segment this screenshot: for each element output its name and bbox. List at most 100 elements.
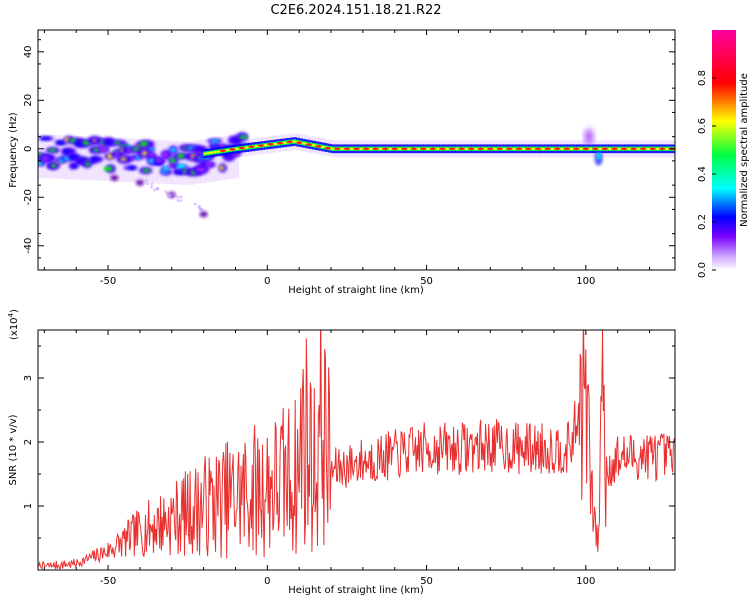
heatmap-cell (84, 162, 91, 167)
heatmap-cell (229, 147, 236, 151)
heatmap-cell (225, 149, 230, 152)
colorbar-gradient (712, 30, 736, 270)
heatmap-cell (550, 147, 555, 150)
heatmap-cell (219, 149, 226, 153)
heatmap-cell (401, 147, 408, 151)
heatmap-cell (193, 202, 197, 206)
heatmap-cell (38, 161, 43, 166)
heatmap-cell (199, 207, 203, 211)
heatmap-cell (296, 141, 303, 145)
heatmap-cell (164, 190, 168, 194)
heatmap-cell (177, 153, 186, 159)
colorbar-label: Normalized spectral amplitude (739, 73, 750, 227)
heatmap-cell (51, 163, 57, 168)
heatmap-cell (153, 188, 157, 192)
heatmap-cell (245, 146, 249, 149)
heatmap-cell (397, 147, 402, 150)
heatmap-cell (496, 147, 503, 151)
heatmap-cell (554, 147, 561, 151)
heatmap-cell (63, 149, 70, 154)
heatmap-cell (483, 147, 488, 150)
heatmap-cell (582, 147, 589, 151)
heatmap-cell (254, 145, 259, 148)
heatmap-cell (286, 140, 293, 144)
heatmap-cell (334, 147, 341, 151)
y-tick-label: 20 (23, 94, 34, 107)
heatmap-cell (630, 147, 637, 151)
heatmap-cell (238, 146, 245, 150)
heatmap-cell (350, 147, 354, 150)
heatmap-cell (214, 137, 220, 182)
heatmap-cell (143, 139, 149, 183)
colorbar-tick-label: 0.8 (697, 70, 708, 86)
heatmap-cell (324, 146, 331, 150)
heatmap-cell (407, 147, 412, 150)
heatmap-cell (113, 141, 122, 145)
heatmap-cell (216, 150, 221, 153)
y-tick-label: 3 (23, 375, 34, 381)
heatmap-cell (181, 141, 187, 185)
heatmap-cell (206, 152, 211, 155)
heatmap-tail-point (110, 174, 119, 181)
heatmap-cell (161, 166, 170, 171)
heatmap-cell (160, 170, 169, 174)
heatmap-cell (659, 147, 666, 151)
heatmap-cell (155, 187, 159, 191)
heatmap-cell (176, 198, 180, 202)
heatmap-cell (238, 135, 248, 139)
heatmap-cell (209, 138, 216, 182)
heatmap-cell (522, 147, 526, 150)
snr-series-line (38, 330, 675, 570)
snr-panel: -50 0 50 100 1 2 3 Height of straight line (km… (7, 309, 676, 596)
heatmap-cell (145, 182, 149, 186)
heatmap-cell (219, 136, 225, 181)
snr-x-axis-title: Height of straight line (km) (288, 585, 424, 596)
heatmap-cell (128, 166, 136, 170)
y-tick-label: 0 (23, 146, 34, 152)
heatmap-cell (92, 139, 97, 142)
heatmap-cell (169, 193, 173, 197)
heatmap-cell (579, 147, 584, 150)
heatmap-cell (277, 141, 284, 145)
snr-frame (37, 329, 676, 571)
colorbar: 0.0 0.2 0.4 0.6 0.8 Normalized spectral ampl… (697, 30, 750, 278)
heatmap-cell (142, 168, 150, 173)
x-tick-label: 50 (420, 576, 433, 587)
colorbar-tick-label: 0.0 (697, 262, 708, 278)
heatmap-cell (159, 152, 170, 157)
heatmap-cell (584, 128, 595, 145)
heatmap-cell (445, 147, 450, 150)
heatmap-cell (535, 147, 542, 151)
heatmap-cell (655, 147, 660, 150)
y-tick-label: -20 (23, 189, 34, 205)
heatmap-cell (302, 142, 307, 145)
snr-axes: -50 0 50 100 1 2 3 (23, 330, 675, 587)
heatmap-cell (563, 147, 570, 151)
snr-line-layer (38, 330, 675, 570)
x-tick-label: 0 (264, 276, 270, 287)
heatmap-cell (646, 147, 651, 150)
heatmap-cell (170, 157, 176, 163)
heatmap-cell (311, 144, 316, 147)
colorbar-tick-label: 0.4 (697, 166, 708, 182)
x-tick-label: -50 (100, 276, 116, 287)
heatmap-cell (115, 151, 121, 157)
heatmap-cell (264, 144, 268, 147)
heatmap-cell (120, 157, 127, 161)
heatmap-cell (131, 147, 141, 151)
heatmap-cell (573, 147, 580, 151)
spectrogram-y-axis-title: Frequency (Hz) (8, 112, 19, 188)
heatmap-cell (133, 138, 139, 183)
heatmap-cell (248, 145, 255, 149)
heatmap-cell (436, 147, 440, 150)
heatmap-cell (42, 156, 49, 161)
heatmap-cell (611, 147, 618, 151)
heatmap-cell (378, 147, 383, 150)
heatmap-cell (47, 148, 57, 152)
heatmap-cell (596, 152, 601, 161)
heatmap-cell (569, 147, 574, 150)
heatmap-cell (468, 147, 475, 151)
heatmap-cell (359, 147, 364, 150)
heatmap-cell (426, 147, 431, 150)
heatmap-cell (202, 209, 206, 213)
